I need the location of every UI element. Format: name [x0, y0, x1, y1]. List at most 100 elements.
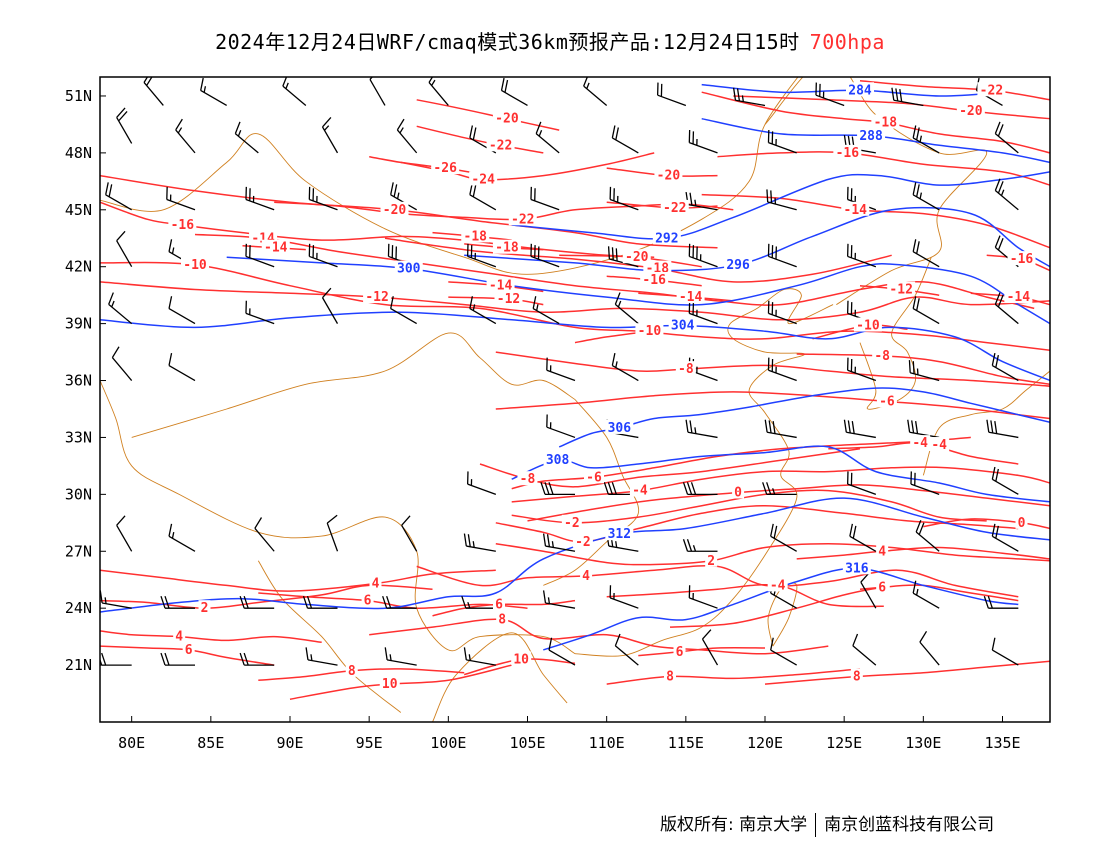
- temperature-contour-label: -14: [679, 290, 703, 305]
- x-tick-label: 90E: [276, 734, 303, 752]
- temperature-contour-label-bg: [469, 171, 498, 186]
- wind-barb: [461, 595, 496, 609]
- temperature-contour-label: -22: [980, 83, 1003, 98]
- temperature-contour-label-bg: [629, 482, 650, 497]
- temperature-contour-label-bg: [833, 144, 862, 159]
- wind-barb: [469, 296, 497, 325]
- height-contour-label-bg: [724, 256, 753, 271]
- temperature-contour-line: [416, 99, 560, 131]
- wind-barb: [401, 515, 418, 552]
- wind-barb: [245, 300, 275, 325]
- temperature-contour-label-bg: [461, 228, 490, 243]
- x-tick-label: 80E: [118, 734, 145, 752]
- temperature-contour-line: [606, 668, 861, 685]
- wind-barb: [200, 77, 227, 107]
- wind-barb: [535, 121, 560, 154]
- wind-barb: [688, 243, 718, 268]
- height-contour-line: [464, 206, 1050, 272]
- temperature-contour-label: 4: [372, 577, 380, 592]
- boundary-line: [432, 632, 568, 722]
- x-tick-label: 125E: [826, 734, 862, 752]
- wind-barb: [907, 419, 940, 439]
- temperature-contour-line: [100, 584, 433, 609]
- temperature-contour-label: -20: [625, 250, 649, 265]
- height-contour-label-bg: [605, 419, 634, 434]
- temperature-contour-label: 2: [201, 601, 209, 616]
- wind-barb: [609, 186, 639, 211]
- wind-barb: [891, 87, 924, 107]
- temperature-contour-label: -16: [836, 146, 860, 161]
- temperature-contour-label-bg: [876, 393, 897, 408]
- height-contour-line: [511, 445, 1050, 503]
- height-contour-line: [511, 171, 1050, 240]
- temperature-contour-label: 6: [364, 594, 372, 609]
- height-contour-label-bg: [668, 317, 697, 332]
- y-tick-label: 51N: [65, 87, 92, 105]
- wind-barb: [983, 595, 1019, 609]
- height-contour-line: [701, 117, 1050, 164]
- temperature-contour-label-bg: [956, 103, 985, 118]
- temperature-contour-label-bg: [380, 201, 409, 216]
- wind-barb: [530, 243, 560, 268]
- y-tick-label: 24N: [65, 599, 92, 617]
- x-tick-label: 115E: [668, 734, 704, 752]
- wind-barb: [542, 533, 576, 552]
- temperature-contour-label: -2: [575, 535, 591, 550]
- temperature-contour-line: [859, 80, 1050, 101]
- x-tick-label: 135E: [984, 734, 1020, 752]
- temperature-contour-label: -20: [657, 169, 681, 184]
- boundary-line: [100, 380, 576, 655]
- temperature-contour-label: -12: [889, 282, 912, 297]
- temperature-contour-label: -18: [495, 241, 519, 256]
- temperature-contour-label: -14: [489, 279, 513, 294]
- wind-barb: [908, 360, 940, 382]
- boundary-line: [257, 560, 402, 713]
- wind-barb: [321, 117, 339, 154]
- temperature-contour-label-bg: [654, 167, 683, 182]
- temperature-contour-label: 8: [666, 669, 674, 684]
- copyright-footer: 版权所有: 南京大学 南京创蓝科技有限公司: [660, 810, 994, 837]
- temperature-contour-label-bg: [977, 82, 1006, 97]
- temperature-contour-label-bg: [486, 137, 515, 152]
- y-tick-label: 39N: [65, 315, 92, 333]
- temperature-contour-label-bg: [1007, 251, 1036, 266]
- x-tick-label: 110E: [589, 734, 625, 752]
- temperature-contour-line: [717, 151, 1050, 186]
- wind-barb: [116, 230, 133, 268]
- wind-barb: [302, 595, 338, 609]
- y-tick-label: 27N: [65, 542, 92, 560]
- height-contour-label: 292: [655, 231, 678, 246]
- wind-barb: [100, 652, 132, 666]
- temperature-contour-line: [258, 592, 528, 609]
- wind-barb: [915, 519, 940, 552]
- temperature-contour-label: -4: [770, 578, 786, 593]
- wind-barb: [611, 125, 639, 154]
- wind-barb: [384, 647, 417, 666]
- temperature-contour-line: [495, 504, 1019, 543]
- wind-barb: [530, 186, 560, 211]
- boundary-line: [543, 399, 640, 586]
- temperature-contour-line: [733, 95, 1050, 120]
- temperature-contour-label: -22: [489, 138, 512, 153]
- temperature-contour-line: [796, 546, 1050, 560]
- height-contour-line: [226, 256, 1050, 325]
- temperature-contour-label-bg: [676, 289, 705, 304]
- wind-barb: [688, 585, 718, 609]
- x-tick-label: 100E: [430, 734, 466, 752]
- temperature-contour-label: 4: [582, 569, 590, 584]
- temperature-contour-label-bg: [345, 662, 358, 677]
- x-tick-label: 105E: [509, 734, 545, 752]
- wind-barb: [994, 121, 1019, 154]
- company-text: 南京创蓝科技有限公司: [824, 815, 995, 835]
- wind-barb: [282, 77, 307, 106]
- wind-barb: [849, 523, 877, 552]
- temperature-contour-label: 2: [707, 554, 715, 569]
- temperature-contour-line: [495, 542, 1050, 566]
- boundary-line: [131, 332, 576, 438]
- wind-barb: [105, 182, 132, 211]
- height-contour-label: 300: [397, 262, 421, 277]
- temperature-contour-label: -20: [495, 112, 519, 127]
- temperature-contour-label-bg: [1015, 514, 1028, 529]
- temperature-contour-label-bg: [1004, 289, 1033, 304]
- copyright-text: 版权所有: 南京大学: [660, 815, 808, 835]
